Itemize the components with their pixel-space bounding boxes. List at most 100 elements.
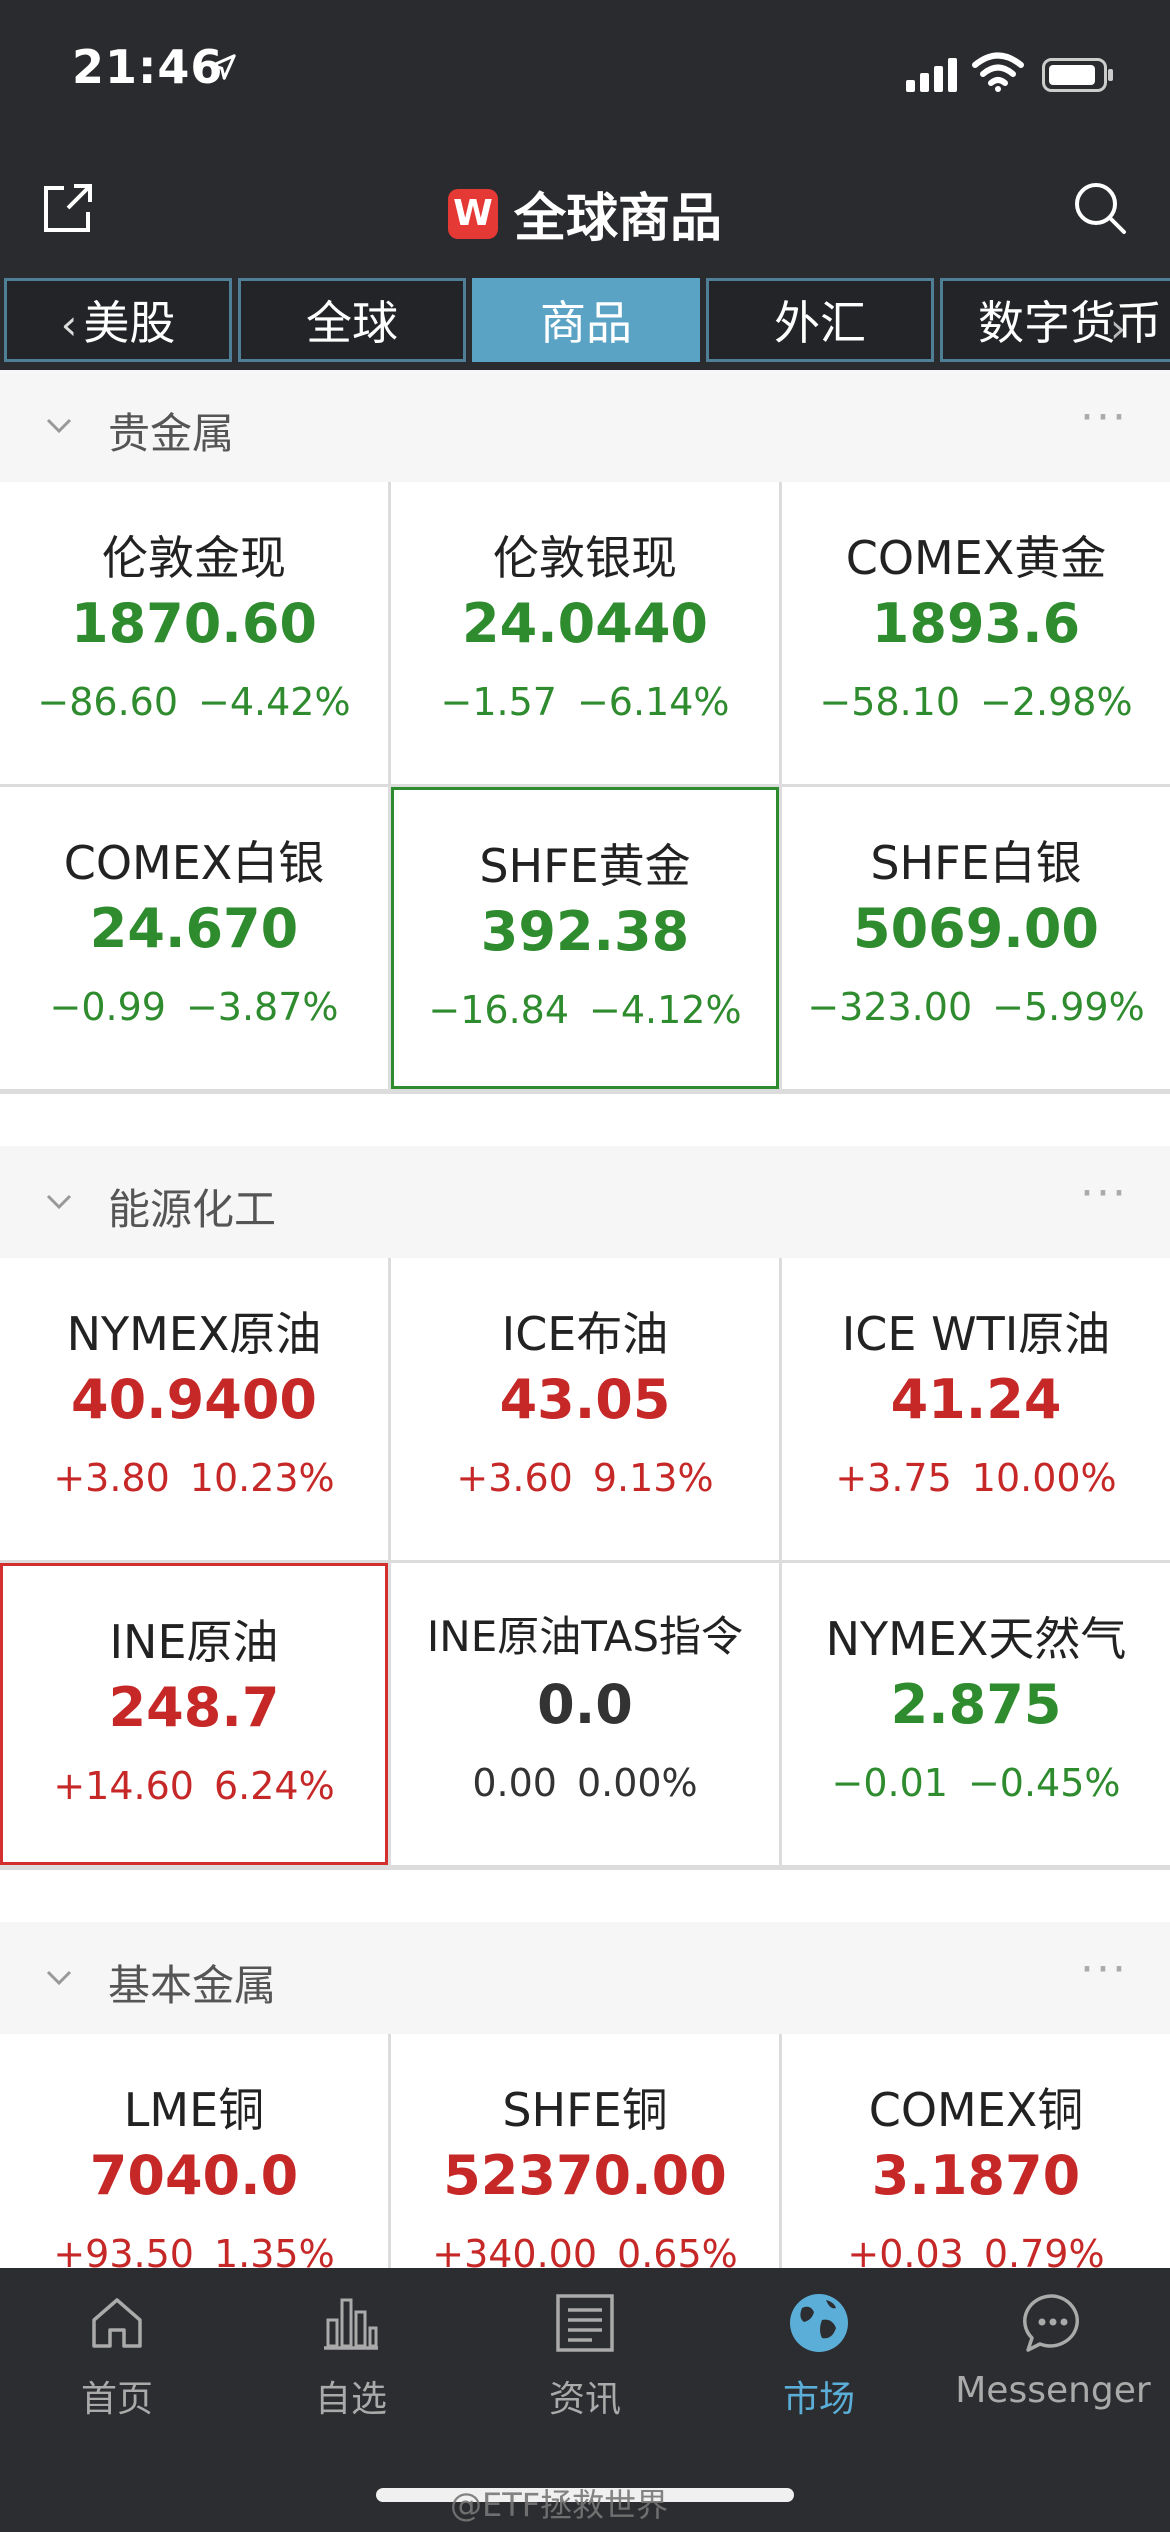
quote-pct: −3.87% xyxy=(185,985,339,1029)
quote-change: 0.00 xyxy=(472,1761,557,1805)
nav-bar: W 全球商品 xyxy=(0,140,1170,270)
chevron-down-icon xyxy=(46,1194,72,1210)
quote-change: −86.60 xyxy=(37,680,179,724)
tab-forex[interactable]: 外汇 xyxy=(706,278,934,362)
quote-cell[interactable]: NYMEX天然气 2.875 −0.01 −0.45% xyxy=(782,1563,1170,1865)
chat-icon xyxy=(1023,2294,1079,2352)
tabbar-news[interactable]: 资讯 xyxy=(468,2290,702,2440)
quote-name: SHFE白银 xyxy=(870,836,1082,890)
quote-pct: 9.13% xyxy=(592,1456,714,1500)
quote-price: 41.24 xyxy=(890,1368,1062,1431)
quote-change: −323.00 xyxy=(807,985,973,1029)
quote-cell[interactable]: COMEX黄金 1893.6 −58.10 −2.98% xyxy=(782,482,1170,784)
tabbar-label: 自选 xyxy=(314,2379,387,2420)
tab-crypto[interactable]: 数字货币 xyxy=(940,278,1170,362)
tabbar-label: 资讯 xyxy=(548,2379,621,2420)
battery-icon xyxy=(1042,58,1113,92)
quote-pct: −0.45% xyxy=(967,1761,1121,1805)
quote-name: ICE WTI原油 xyxy=(841,1307,1111,1361)
search-icon[interactable] xyxy=(1070,178,1130,238)
quote-price: 24.0440 xyxy=(462,592,708,655)
chevron-right-icon[interactable]: › xyxy=(1110,306,1126,352)
quote-change: −0.01 xyxy=(831,1761,948,1805)
quote-cell[interactable]: NYMEX原油 40.9400 +3.80 10.23% xyxy=(0,1258,388,1560)
quote-cell[interactable]: LME铜 7040.0 +93.50 1.35% xyxy=(0,2034,388,2336)
signal-icon xyxy=(906,58,957,92)
status-time: 21:46 xyxy=(72,40,224,94)
quote-price: 2.875 xyxy=(890,1673,1062,1736)
chevron-left-icon: ‹ xyxy=(60,300,78,349)
section-title: 贵金属 xyxy=(108,409,235,458)
quote-price: 24.670 xyxy=(89,897,299,960)
page-title: W 全球商品 xyxy=(0,176,1170,251)
tabbar-watchlist[interactable]: 自选 xyxy=(234,2290,468,2440)
news-icon xyxy=(556,2294,614,2352)
category-tabs: ‹ 美股 全球 商品 外汇 数字货币 › xyxy=(0,270,1170,370)
quote-pct: 0.00% xyxy=(576,1761,698,1805)
quote-cell[interactable]: COMEX白银 24.670 −0.99 −3.87% xyxy=(0,787,388,1089)
quote-change: +3.60 xyxy=(456,1456,573,1500)
quote-change: −16.84 xyxy=(428,988,570,1032)
tab-label: 外汇 xyxy=(774,296,866,350)
quote-price: 3.1870 xyxy=(871,2144,1081,2207)
quote-pct: −4.12% xyxy=(589,988,742,1032)
wifi-icon xyxy=(972,52,1024,92)
section-gap xyxy=(0,1094,1170,1150)
section-gap xyxy=(0,1870,1170,1926)
chevron-down-icon xyxy=(46,1970,72,1986)
quote-price: 1893.6 xyxy=(871,592,1081,655)
quote-cell[interactable]: ICE WTI原油 41.24 +3.75 10.00% xyxy=(782,1258,1170,1560)
quote-pct: −4.42% xyxy=(198,680,351,724)
quote-price: 52370.00 xyxy=(443,2144,727,2207)
quote-name: NYMEX原油 xyxy=(66,1307,322,1361)
quote-cell[interactable]: SHFE白银 5069.00 −323.00 −5.99% xyxy=(782,787,1170,1089)
quote-name: COMEX铜 xyxy=(868,2083,1084,2137)
quote-price: 40.9400 xyxy=(71,1368,317,1431)
quote-change: −58.10 xyxy=(819,680,961,724)
quote-cell[interactable]: INE原油TAS指令 0.0 0.00 0.00% xyxy=(391,1563,779,1865)
quote-name: NYMEX天然气 xyxy=(825,1612,1127,1666)
quote-name: 伦敦银现 xyxy=(493,531,677,585)
tab-label: 美股 xyxy=(83,296,176,350)
tabbar-messenger[interactable]: Messenger xyxy=(936,2290,1170,2440)
share-icon[interactable] xyxy=(38,178,98,238)
quote-price: 248.7 xyxy=(108,1676,280,1739)
location-arrow-icon xyxy=(210,54,236,80)
watermark-text: @ETF拯救世界 xyxy=(450,2486,669,2524)
status-bar: 21:46 xyxy=(0,0,1170,140)
quote-name: COMEX白银 xyxy=(63,836,325,890)
quote-cell[interactable]: ICE布油 43.05 +3.60 9.13% xyxy=(391,1258,779,1560)
more-icon[interactable]: ··· xyxy=(1080,392,1128,443)
quote-name: SHFE黄金 xyxy=(479,839,691,893)
tab-commodities[interactable]: 商品 xyxy=(472,278,700,362)
home-indicator[interactable] xyxy=(376,2488,794,2502)
tab-label: 全球 xyxy=(306,296,398,350)
quote-cell-selected[interactable]: INE原油 248.7 +14.60 6.24% xyxy=(0,1563,388,1865)
tab-global[interactable]: 全球 xyxy=(238,278,466,362)
app-logo: W xyxy=(447,188,498,239)
tab-us-stocks[interactable]: ‹ 美股 xyxy=(4,278,232,362)
quote-price: 392.38 xyxy=(480,900,690,963)
section-header-precious-metals[interactable]: 贵金属 ··· xyxy=(0,370,1170,482)
chevron-down-icon xyxy=(46,418,72,434)
quote-pct: −5.99% xyxy=(992,985,1145,1029)
quote-name: INE原油TAS指令 xyxy=(426,1612,744,1661)
quote-cell[interactable]: 伦敦金现 1870.60 −86.60 −4.42% xyxy=(0,482,388,784)
quote-cell[interactable]: 伦敦银现 24.0440 −1.57 −6.14% xyxy=(391,482,779,784)
section-title: 能源化工 xyxy=(108,1185,277,1234)
section-header-base-metals[interactable]: 基本金属 ··· xyxy=(0,1922,1170,2034)
quote-change: −1.57 xyxy=(440,680,557,724)
tab-label: 商品 xyxy=(540,296,632,350)
quote-name: 伦敦金现 xyxy=(102,531,286,585)
tabbar-home[interactable]: 首页 xyxy=(0,2290,234,2440)
quote-pct: −6.14% xyxy=(576,680,730,724)
tabbar-label: 首页 xyxy=(80,2379,153,2420)
quote-change: −0.99 xyxy=(49,985,166,1029)
quote-name: LME铜 xyxy=(123,2083,265,2137)
quote-cell-selected[interactable]: SHFE黄金 392.38 −16.84 −4.12% xyxy=(391,787,779,1089)
more-icon[interactable]: ··· xyxy=(1080,1168,1128,1219)
more-icon[interactable]: ··· xyxy=(1080,1944,1128,1995)
tabbar-market[interactable]: 市场 xyxy=(702,2290,936,2440)
section-header-energy[interactable]: 能源化工 ··· xyxy=(0,1146,1170,1258)
quote-price: 0.0 xyxy=(537,1673,633,1736)
